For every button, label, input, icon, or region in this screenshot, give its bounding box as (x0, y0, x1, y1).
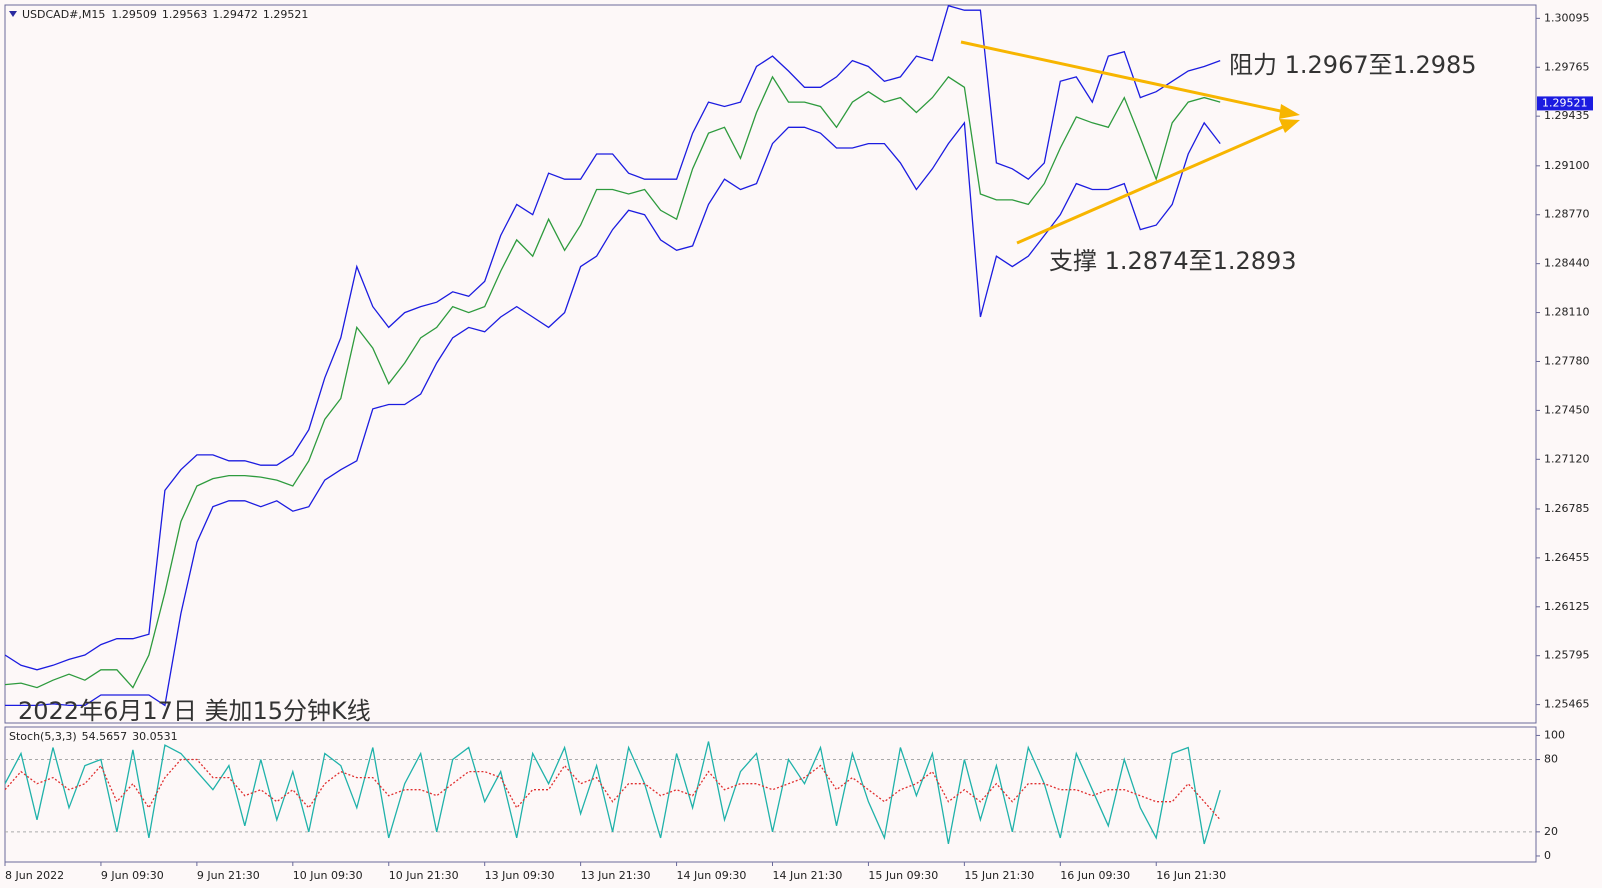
chart-header: USDCAD#,M15 1.29509 1.29563 1.29472 1.29521 (22, 8, 308, 21)
x-tick-label: 15 Jun 09:30 (868, 869, 938, 882)
resistance-annotation: 阻力 1.2967至1.2985 (1229, 51, 1477, 79)
support-line (1016, 124, 1286, 245)
indicator-main: 54.5657 (82, 730, 128, 743)
arrow-head (1279, 104, 1300, 119)
y-tick-label: 1.27120 (1544, 452, 1590, 465)
y-tick-label: 1.25465 (1544, 698, 1590, 711)
y-tick-label: 20 (1544, 825, 1558, 838)
y-tick-label: 1.29435 (1544, 109, 1590, 122)
plots: 1.30095 1.29765 1.29435 1.29100 1.28770 1.284… (4, 5, 1593, 882)
high: 1.29563 (162, 8, 208, 21)
y-tick-label: 1.28440 (1544, 257, 1590, 270)
x-tick-label: 13 Jun 21:30 (581, 869, 651, 882)
open: 1.29509 (111, 8, 157, 21)
series-line (5, 741, 1221, 845)
y-tick-label: 1.28110 (1544, 306, 1590, 319)
indicator-frame (4, 726, 1537, 863)
x-tick-label: 16 Jun 09:30 (1060, 869, 1130, 882)
last-price-label: 1.29521 (1542, 96, 1588, 109)
y-tick-label: 0 (1544, 849, 1551, 862)
x-tick-label: 16 Jun 21:30 (1156, 869, 1226, 882)
x-tick-label: 9 Jun 09:30 (101, 869, 164, 882)
y-tick-label: 80 (1544, 753, 1558, 766)
y-tick-label: 1.26455 (1544, 551, 1590, 564)
series-line (5, 5, 1221, 671)
symbol: USDCAD#,M15 (22, 8, 105, 21)
y-tick-label: 1.30095 (1544, 11, 1590, 24)
y-tick-label: 1.25795 (1544, 649, 1590, 662)
series-line (5, 121, 1221, 707)
series-line (5, 75, 1221, 689)
low: 1.29472 (212, 8, 258, 21)
y-tick-label: 1.29100 (1544, 159, 1590, 172)
y-tick-label: 1.29765 (1544, 60, 1590, 73)
y-tick-label: 1.26125 (1544, 600, 1590, 613)
last-price-box (1537, 96, 1593, 111)
resistance-line (960, 40, 1286, 114)
arrow-head (1279, 119, 1300, 133)
chart-title: 2022年6月17日 美加15分钟K线 (18, 697, 371, 725)
collapse-icon[interactable] (9, 11, 17, 17)
x-tick-label: 8 Jun 2022 (5, 869, 64, 882)
x-tick-label: 14 Jun 21:30 (772, 869, 842, 882)
indicator-header: Stoch(5,3,3) 54.5657 30.0531 (9, 730, 178, 743)
x-tick-label: 10 Jun 09:30 (293, 869, 363, 882)
x-tick-label: 13 Jun 09:30 (485, 869, 555, 882)
y-tick-label: 1.27450 (1544, 403, 1590, 416)
main-frame (4, 4, 1537, 724)
y-tick-label: 100 (1544, 728, 1565, 741)
indicator-signal: 30.0531 (132, 730, 178, 743)
y-tick-label: 1.26785 (1544, 502, 1590, 515)
y-tick-label: 1.28770 (1544, 208, 1590, 221)
x-tick-label: 15 Jun 21:30 (964, 869, 1034, 882)
indicator-name: Stoch(5,3,3) (9, 730, 77, 743)
y-tick-label: 1.27780 (1544, 354, 1590, 367)
x-tick-label: 14 Jun 09:30 (677, 869, 747, 882)
series-line (5, 758, 1221, 821)
triangle-pattern (960, 40, 1300, 245)
support-annotation: 支撑 1.2874至1.2893 (1049, 247, 1297, 275)
x-tick-label: 9 Jun 21:30 (197, 869, 260, 882)
x-tick-label: 10 Jun 21:30 (389, 869, 459, 882)
close: 1.29521 (263, 8, 309, 21)
